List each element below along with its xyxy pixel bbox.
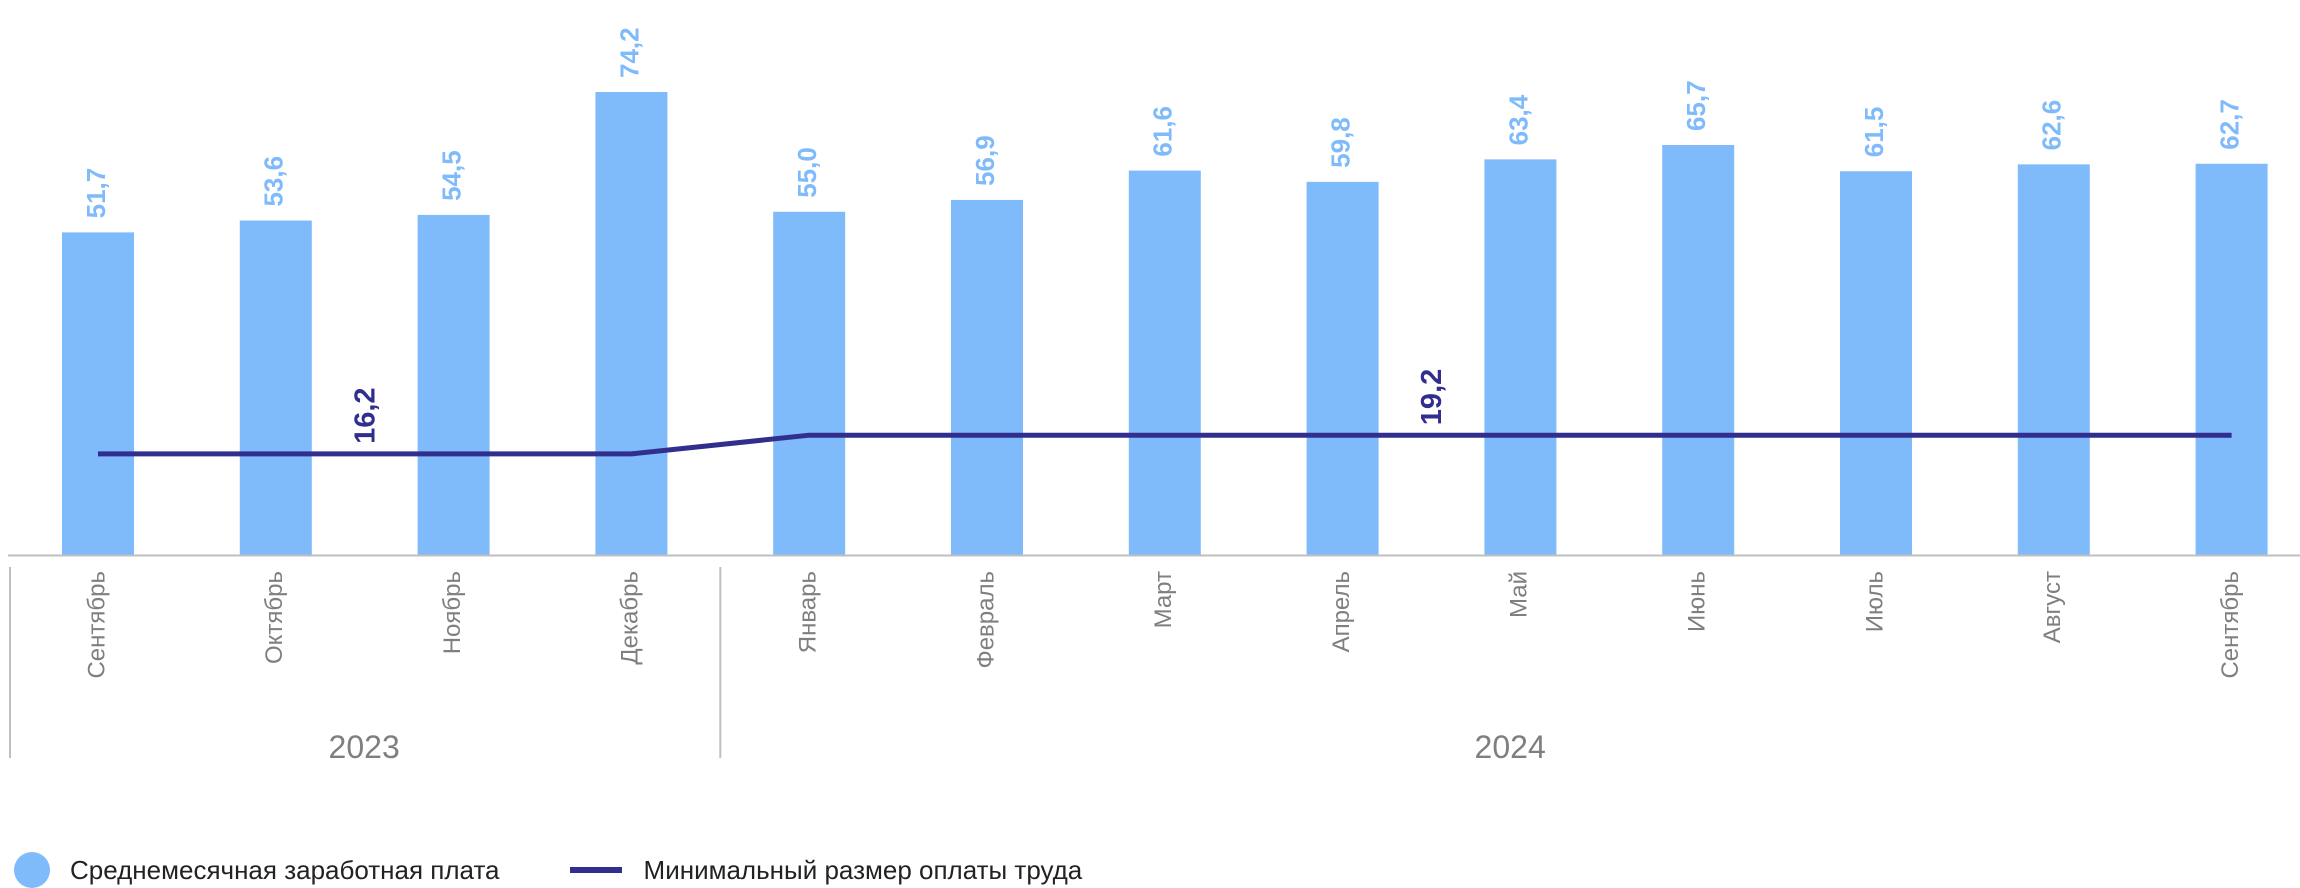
- line-data-label: 19,2: [1416, 369, 1448, 425]
- bar-data-label: 65,7: [1681, 80, 1711, 131]
- bar-data-label: 62,6: [2037, 100, 2067, 151]
- bar: [239, 220, 312, 555]
- x-tick-label: Февраль: [972, 571, 999, 669]
- legend-swatch-line: [569, 867, 622, 873]
- bar-data-label: 59,8: [1325, 117, 1355, 168]
- line-data-label: 16,2: [349, 387, 381, 443]
- bar: [1306, 181, 1379, 555]
- x-tick-label: Июль: [1861, 571, 1888, 632]
- bar-data-label: 61,5: [1859, 107, 1889, 158]
- line-series: [98, 432, 2232, 457]
- bar-data-label: 51,7: [81, 168, 111, 219]
- x-tick-label: Сентябрь: [83, 571, 110, 679]
- bar: [1840, 171, 1912, 556]
- bar: [62, 232, 134, 555]
- legend: Среднемесячная заработная плата Минималь…: [14, 852, 1152, 888]
- x-tick-label: Сентябрь: [2217, 571, 2244, 679]
- bar-data-label: 63,4: [1503, 94, 1533, 145]
- bar-data-label: 54,5: [436, 150, 466, 201]
- bar: [1484, 159, 1557, 555]
- chart: 51,7 53,6 54,5 74,2 55,0 56,9 61,6 59,8 63,4 65,7…: [8, 27, 2300, 765]
- legend-item-line: Минимальный размер оплаты труда: [569, 854, 1083, 886]
- legend-label-line: Минимальный размер оплаты труда: [643, 854, 1083, 885]
- x-tick-label: Декабрь: [617, 571, 644, 665]
- x-tick-label: Октябрь: [261, 571, 288, 664]
- bar-data-label: 55,0: [792, 147, 822, 198]
- bar-data-label: 56,9: [970, 135, 1000, 186]
- x-tick-label: Март: [1150, 571, 1177, 628]
- x-tick-label: Апрель: [1328, 571, 1355, 652]
- bar: [1662, 145, 1735, 556]
- x-tick-label: Январь: [795, 571, 822, 653]
- year-label: 2024: [1475, 729, 1546, 765]
- bar: [951, 199, 1023, 555]
- x-tick-label: Ноябрь: [439, 571, 466, 654]
- bar: [417, 214, 490, 556]
- x-tick-label: Август: [2039, 571, 2066, 643]
- year-label: 2023: [329, 729, 400, 765]
- bar-data-label: 61,6: [1148, 106, 1178, 157]
- bar: [773, 211, 846, 556]
- bar-data-label: 53,6: [259, 156, 289, 207]
- bar: [2017, 164, 2090, 555]
- bar-data-label: 62,7: [2214, 99, 2244, 150]
- bar: [1128, 170, 1201, 555]
- x-tick-label: Май: [1506, 571, 1533, 618]
- bar-data-label: 74,2: [614, 27, 644, 78]
- x-tick-label: Июнь: [1684, 571, 1711, 632]
- legend-item-bar: Среднемесячная заработная плата: [14, 852, 500, 888]
- legend-label-bar: Среднемесячная заработная плата: [70, 854, 500, 885]
- bar: [595, 91, 668, 555]
- legend-swatch-bar: [14, 852, 50, 888]
- bar: [2195, 163, 2268, 555]
